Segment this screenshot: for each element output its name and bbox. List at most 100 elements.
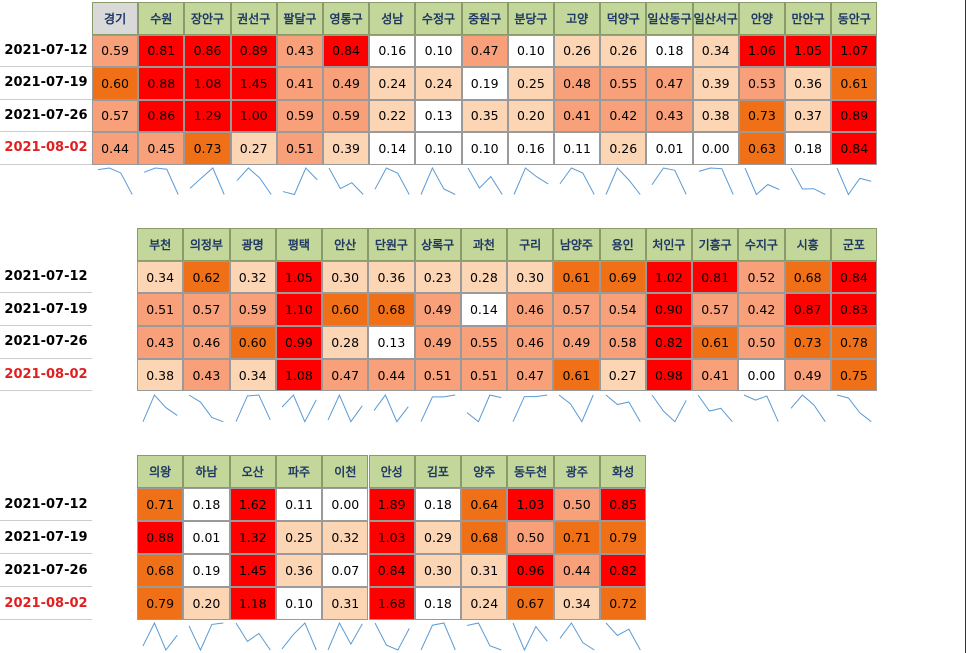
value-cell: 0.61 — [831, 67, 878, 100]
value-cell: 0.57 — [92, 99, 139, 132]
column-header: 만안구 — [785, 2, 832, 35]
sparkline-box — [467, 167, 503, 195]
value-cell: 0.36 — [275, 554, 323, 587]
value-cell: 0.43 — [646, 99, 693, 132]
value-cell: 0.28 — [460, 260, 507, 294]
value-cell: 0.30 — [507, 260, 554, 294]
column-header: 일산서구 — [692, 2, 739, 35]
value-cell: 0.71 — [137, 488, 184, 521]
value-cell: 0.10 — [275, 587, 323, 620]
value-cell: 0.83 — [830, 293, 877, 327]
sparkline — [466, 622, 502, 651]
value-cell: 1.06 — [738, 34, 785, 67]
value-cell: 0.73 — [184, 132, 231, 165]
date-label: 2021-07-19 — [0, 67, 92, 100]
value-cell: 0.50 — [553, 488, 600, 521]
value-cell: 1.08 — [184, 67, 231, 100]
value-cell: 0.50 — [507, 521, 554, 554]
column-header: 군포 — [830, 228, 877, 261]
sparkline — [142, 393, 178, 422]
value-cell: 0.38 — [137, 358, 184, 392]
sparkline-box — [142, 393, 178, 422]
value-cell: 0.18 — [414, 587, 462, 620]
value-cell: 0.79 — [137, 587, 184, 620]
sparkline-box — [790, 393, 826, 422]
value-cell: 0.38 — [692, 99, 739, 132]
value-cell: 0.43 — [137, 326, 184, 359]
column-header: 양주 — [461, 455, 508, 488]
value-cell: 0.10 — [415, 34, 462, 67]
column-header: 기흥구 — [692, 228, 739, 261]
value-cell: 0.49 — [553, 326, 600, 359]
sparkline-box — [282, 166, 318, 195]
column-header: 팔달구 — [276, 2, 323, 35]
sparkline — [790, 393, 826, 422]
value-cell: 0.68 — [461, 521, 508, 554]
value-cell: 0.39 — [323, 132, 370, 165]
sparkline-box — [466, 622, 502, 651]
sparkline-box — [281, 622, 317, 651]
value-cell: 0.31 — [322, 587, 369, 620]
value-cell: 0.48 — [554, 67, 601, 100]
value-cell: 0.27 — [230, 132, 277, 165]
column-header: 파주 — [275, 455, 323, 488]
sparkline-box — [328, 167, 364, 195]
sparkline-box — [513, 166, 549, 195]
column-header: 시흥 — [784, 228, 831, 261]
sparkline — [697, 394, 733, 422]
value-cell: 0.84 — [831, 132, 878, 165]
column-header: 김포 — [414, 455, 462, 488]
sparkline — [142, 621, 178, 651]
column-header: 동두천 — [507, 455, 554, 488]
sparkline-box — [142, 621, 178, 651]
sparkline — [144, 166, 179, 195]
value-cell: 1.32 — [229, 521, 276, 554]
sparkline — [790, 167, 826, 195]
sparkline-box — [374, 166, 410, 195]
value-cell: 0.31 — [461, 554, 508, 587]
value-cell: 1.03 — [507, 488, 554, 521]
sparkline-box — [188, 394, 224, 422]
sparkline — [744, 394, 779, 422]
value-cell: 1.29 — [184, 99, 231, 132]
sparkline — [281, 622, 317, 651]
column-header: 수정구 — [415, 2, 462, 35]
sparkline — [466, 393, 502, 423]
value-cell: 0.00 — [692, 132, 739, 165]
value-cell: 0.16 — [507, 132, 554, 165]
value-cell: 0.62 — [183, 260, 230, 294]
value-cell: 1.08 — [275, 358, 322, 392]
value-cell: 0.24 — [369, 67, 416, 100]
value-cell: 0.59 — [92, 34, 139, 67]
value-cell: 0.00 — [322, 488, 369, 521]
value-cell: 0.60 — [322, 293, 369, 327]
column-header: 이천 — [322, 455, 369, 488]
sparkline-box — [605, 394, 641, 422]
sparkline-box — [605, 166, 641, 195]
value-cell: 0.50 — [738, 326, 785, 359]
value-cell: 0.63 — [738, 132, 785, 165]
value-cell: 0.23 — [414, 260, 461, 294]
date-label: 2021-07-26 — [0, 100, 92, 132]
value-cell: 0.61 — [553, 260, 600, 294]
value-cell: 0.18 — [414, 488, 462, 521]
value-cell: 0.19 — [461, 67, 508, 100]
value-cell: 0.20 — [183, 587, 230, 620]
sparkline-box — [651, 166, 688, 195]
value-cell: 0.43 — [183, 358, 230, 392]
value-cell: 0.13 — [415, 99, 462, 132]
value-cell: 0.49 — [414, 326, 461, 359]
sparkline-box — [236, 166, 272, 195]
value-cell: 0.81 — [138, 34, 185, 67]
value-cell: 0.37 — [785, 99, 832, 132]
date-label: 2021-08-02 — [0, 587, 92, 620]
column-header: 안양 — [738, 2, 785, 35]
value-cell: 0.41 — [276, 67, 323, 100]
value-cell: 0.42 — [738, 293, 785, 327]
column-header: 의왕 — [137, 455, 184, 488]
value-cell: 1.00 — [230, 99, 277, 132]
value-cell: 0.24 — [415, 67, 462, 100]
sparkline — [235, 622, 271, 651]
value-cell: 0.28 — [322, 326, 369, 359]
